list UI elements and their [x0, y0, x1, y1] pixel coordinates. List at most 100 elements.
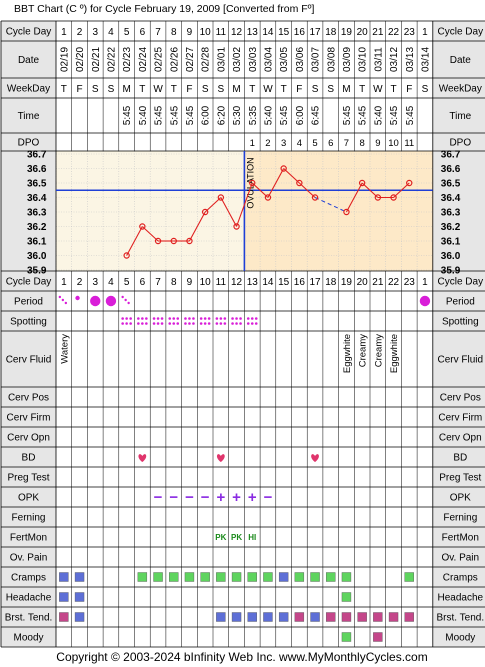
period-spot-dot	[58, 295, 62, 299]
brst-tend-marker	[310, 612, 320, 622]
row-label-cerv_fluid: Cerv Fluid	[6, 355, 52, 366]
cerv-fluid-label: Creamy	[373, 334, 384, 368]
y-tick-label-left: 36.6	[27, 164, 47, 175]
period-light-dot	[75, 295, 80, 301]
spotting-dot	[192, 322, 195, 325]
brst-tend-marker	[263, 612, 273, 622]
cramps-marker	[294, 572, 305, 582]
temp-point	[311, 194, 319, 201]
cramps-marker	[74, 572, 85, 582]
spotting-dot	[188, 322, 191, 325]
row-label-weekday: WeekDay	[7, 84, 50, 95]
cycle-day-number: 8	[171, 277, 177, 288]
spotting-dot	[125, 317, 128, 320]
weekday-label: S	[312, 84, 319, 95]
y-tick-label-left: 36.4	[27, 193, 47, 204]
brst-tend-marker	[294, 612, 305, 622]
dpo-label: 5	[312, 138, 317, 149]
cycle-day-number: 6	[140, 277, 146, 288]
temp-point	[170, 237, 177, 245]
time-label: 6:45	[311, 105, 322, 125]
cramps-marker	[404, 572, 414, 582]
spotting-dot	[199, 317, 203, 320]
spotting-dot	[239, 317, 242, 320]
cycle-day-number: 16	[294, 277, 306, 288]
cycle-day-number: 7	[155, 277, 161, 288]
cycle-day-number: 9	[187, 277, 193, 288]
weekday-label: T	[390, 84, 396, 95]
cramps-marker	[247, 572, 257, 582]
time-label: 5:45	[342, 105, 353, 125]
cycle-day-number: 15	[278, 277, 290, 288]
temp-point	[374, 194, 382, 201]
temp-point	[233, 223, 240, 230]
row-label-right-cycle_day: Cycle Day	[438, 277, 484, 288]
row-label-right-cerv_fluid: Cerv Fluid	[438, 355, 484, 366]
dpo-label: 9	[375, 138, 380, 149]
temp-point	[217, 194, 225, 201]
spotting-dot	[121, 317, 124, 320]
cerv-fluid-label: Eggwhite	[342, 334, 353, 373]
row-label-right-dpo: DPO	[449, 138, 471, 149]
date-label: 03/01	[216, 47, 227, 72]
temp-line-segment	[251, 182, 269, 198]
weekday-label: T	[61, 84, 67, 95]
cycle-day-number: 1	[61, 277, 67, 288]
y-tick-label-right: 36.5	[441, 179, 461, 190]
date-label: 02/23	[122, 47, 133, 72]
date-label: 02/28	[201, 47, 212, 72]
date-label: 03/05	[279, 47, 290, 72]
spotting-dot	[215, 317, 219, 320]
temp-point	[139, 223, 146, 230]
period-heavy-dot	[105, 295, 117, 307]
weekday-label: F	[76, 84, 82, 95]
fertmon-reading: HI	[248, 533, 256, 542]
row-label-moody: Moody	[13, 633, 43, 644]
row-label-right-fertmon: FertMon	[442, 533, 479, 544]
spotting-dot	[168, 317, 172, 320]
cycle-day-number: 18	[325, 27, 337, 38]
spotting-dot	[129, 317, 132, 320]
date-label: 03/07	[311, 47, 322, 72]
row-label-headache: Headache	[6, 593, 52, 604]
temp-line-segment	[283, 168, 300, 184]
cycle-day-number: 13	[247, 277, 259, 288]
weekday-label: F	[296, 84, 302, 95]
weekday-label: F	[406, 84, 412, 95]
cycle-day-number: 12	[231, 27, 243, 38]
spotting-dot	[250, 317, 254, 320]
weekday-label: W	[373, 84, 383, 95]
spotting-dot	[231, 317, 234, 320]
cycle-day-number: 17	[309, 277, 321, 288]
cycle-day-number: 18	[325, 277, 337, 288]
row-label-right-spotting: Spotting	[442, 317, 479, 328]
cycle-day-number: 23	[404, 277, 416, 288]
bd-heart-icon	[311, 454, 319, 462]
cycle-day-number: 17	[309, 27, 321, 38]
spotting-dot	[235, 317, 238, 320]
temp-point	[406, 179, 413, 187]
brst-tend-marker	[388, 612, 399, 622]
cycle-day-number: 11	[216, 27, 227, 38]
spotting-dot	[176, 317, 180, 320]
time-label: 5:45	[279, 105, 290, 125]
temp-line-segment	[267, 168, 285, 198]
row-label-right-ferning: Ferning	[443, 513, 477, 524]
spotting-dot	[223, 317, 227, 320]
spotting-dot	[137, 317, 140, 320]
cycle-day-number: 6	[140, 27, 146, 38]
time-label: 5:30	[232, 105, 243, 125]
cramps-marker	[153, 572, 163, 582]
period-heavy-dot	[419, 295, 431, 307]
cycle-day-number: 9	[187, 27, 193, 38]
spotting-dot	[231, 322, 234, 325]
period-spot-dot	[64, 301, 68, 305]
row-label-ov_pain: Ov. Pain	[10, 553, 48, 564]
spotting-dot	[235, 322, 238, 325]
temp-line-segment	[393, 182, 410, 198]
spotting-dot	[172, 322, 176, 325]
temp-line-segment	[345, 182, 363, 213]
fertmon-reading: PK	[231, 533, 242, 542]
spotting-dot	[250, 322, 254, 325]
date-label: 03/12	[389, 47, 400, 72]
